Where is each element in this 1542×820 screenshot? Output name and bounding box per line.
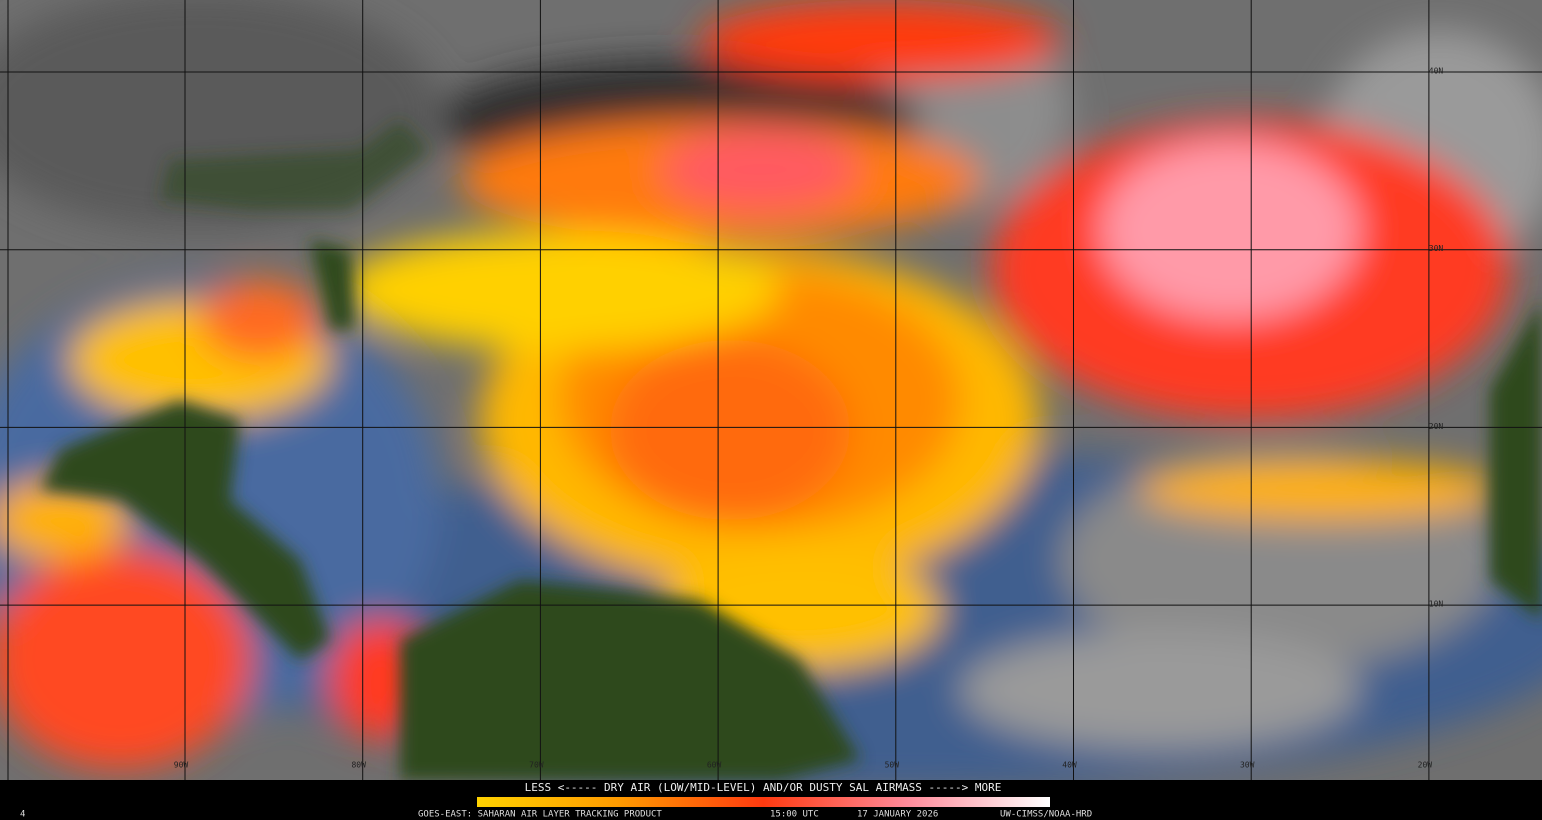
time: 15:00 UTC [770,810,819,820]
color-bar [477,797,1050,807]
longitude-label: 90W [174,761,189,770]
imagery [0,0,1542,790]
longitude-label: 50W [885,761,900,770]
graticule-labels: 40N 30N 20N 10N 90W 80W 70W 60W 50W 40W 30W 20W [174,67,1444,770]
latitude-label: 10N [1429,600,1444,609]
frame-number: 4 [20,810,25,820]
date: 17 JANUARY 2026 [857,810,938,820]
credit: UW-CIMSS/NOAA-HRD [1000,810,1092,820]
longitude-label: 30W [1240,761,1255,770]
graticule [0,0,1542,780]
product-name: GOES-EAST: SAHARAN AIR LAYER TRACKING PR… [418,810,662,820]
longitude-label: 20W [1418,761,1433,770]
legend-caption: LESS <----- DRY AIR (LOW/MID-LEVEL) AND/… [525,781,1002,794]
longitude-label: 40W [1062,761,1077,770]
longitude-label: 80W [351,761,366,770]
latitude-label: 20N [1429,422,1444,431]
longitude-label: 60W [707,761,722,770]
latitude-label: 40N [1429,67,1444,76]
longitude-label: 70W [529,761,544,770]
latitude-label: 30N [1429,244,1444,253]
